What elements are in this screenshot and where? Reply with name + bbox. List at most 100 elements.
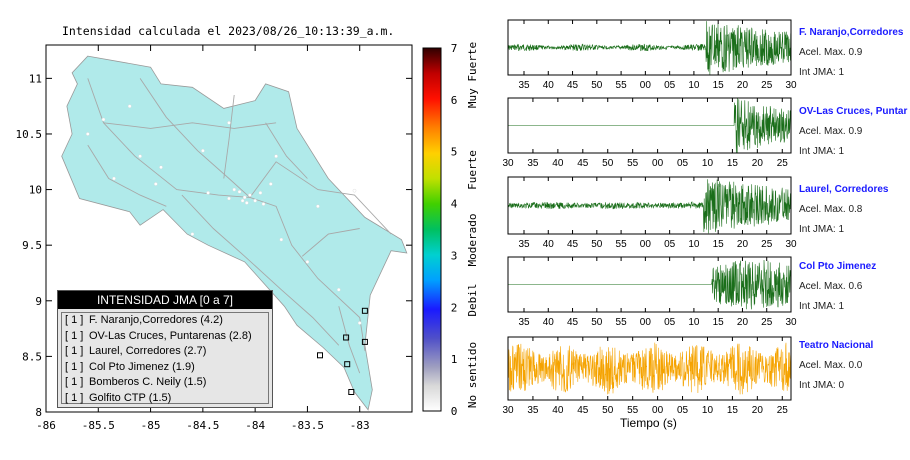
road-line [301, 228, 360, 257]
town-marker [190, 232, 195, 236]
waveform-tick-label: 25 [777, 405, 789, 416]
waveform-tick-label: 35 [527, 158, 539, 169]
waveform-x-axis-label: Tiempo (s) [620, 416, 677, 430]
legend-item: [ 1 ] Laurel, Corredores (2.7) [65, 345, 207, 357]
legend-item: [ 1 ] OV-Las Cruces, Puntarenas (2.8) [65, 329, 252, 342]
waveform-trace [507, 342, 792, 395]
waveform-tick-label: 35 [518, 80, 530, 91]
waveform-tick-label: 45 [567, 317, 579, 328]
waveform-tick-label: 45 [577, 405, 589, 416]
waveform-tick-label: 05 [677, 158, 689, 169]
station-name[interactable]: Teatro Nacional [799, 340, 874, 351]
town-marker [227, 196, 231, 201]
town-marker [154, 182, 158, 186]
station-acel: Acel. Max. 0.0 [799, 360, 863, 371]
town-marker [253, 198, 257, 203]
waveform-tick-label: 40 [552, 158, 564, 169]
town-marker [316, 204, 320, 209]
station-marker [361, 338, 368, 345]
town-marker [352, 188, 357, 193]
town-marker [269, 182, 273, 186]
legend-list: [ 1 ] F. Naranjo,Corredores (4.2) [ 1 ] OV… [61, 312, 269, 404]
waveform-trace [508, 259, 792, 310]
town-marker [232, 187, 236, 192]
waveform-tick-label: 05 [677, 405, 689, 416]
colorbar-tick-label: 3 [451, 249, 458, 262]
waveform-frame [507, 19, 792, 76]
colorbar-category-label: Muy Fuerte [466, 42, 479, 108]
station-int: Int JMA: 1 [799, 146, 845, 157]
legend-item: [ 1 ] Bomberos C. Neily (1.5) [65, 376, 207, 388]
waveform-tick-label: 20 [752, 405, 764, 416]
lon-tick-label: -84 [245, 419, 265, 432]
waveform-tick-label: 35 [518, 239, 530, 250]
colorbar-gradient [422, 47, 442, 412]
waveform-frame [507, 336, 792, 401]
station-name[interactable]: Col Pto Jimenez [799, 261, 877, 272]
lon-tick-label: -83.5 [291, 419, 324, 432]
waveform-tick-label: 55 [616, 80, 628, 91]
legend-item: [ 1 ] Col Pto Jimenez (1.9) [65, 360, 195, 373]
town-marker [305, 260, 310, 264]
town-marker [245, 201, 249, 205]
waveform-tick-label: 25 [761, 317, 773, 328]
station-info: Col Pto Jimenez Acel. Max. 0.6 Int JMA: … [799, 261, 909, 312]
costa-rica-land [61, 55, 408, 411]
waveform-tick-label: 45 [567, 239, 579, 250]
colorbar-tick-label: 0 [451, 405, 458, 418]
town-marker [261, 202, 266, 206]
waveform-tick-label: 50 [591, 317, 603, 328]
waveform-tick-label: 00 [652, 405, 664, 416]
waveform-tick-label: 40 [543, 317, 555, 328]
waveform-tick-label: 30 [785, 80, 797, 91]
colorbar-tick-label: 5 [451, 146, 458, 159]
waveform-tick-label: 25 [777, 158, 789, 169]
waveform-tick-label: 55 [616, 317, 628, 328]
town-marker [138, 154, 142, 158]
station-int: Int JMA: 0 [799, 380, 845, 391]
station-info: OV-Las Cruces, Puntar Acel. Max. 0.9 Int… [799, 106, 909, 157]
station-int: Int JMA: 1 [799, 67, 845, 78]
lon-tick-label: -84.5 [186, 419, 219, 432]
waveform-tick-label: 10 [702, 158, 714, 169]
station-name[interactable]: Laurel, Corredores [799, 184, 889, 195]
waveform-tick-label: 15 [727, 405, 739, 416]
waveform-tick-label: 15 [727, 158, 739, 169]
waveform-tick-label: 20 [737, 80, 749, 91]
waveform-tick-label: 45 [567, 80, 579, 91]
waveform-tick-label: 50 [591, 80, 603, 91]
colorbar-category-label: Debil [466, 283, 479, 316]
waveform-tick-label: 25 [761, 80, 773, 91]
waveform-tick-label: 30 [785, 317, 797, 328]
lat-tick-label: 10.5 [16, 128, 43, 141]
waveform-tick-label: 30 [502, 405, 514, 416]
station-acel: Acel. Max. 0.9 [799, 47, 863, 58]
colorbar-tick-label: 4 [451, 198, 458, 211]
map-title: Intensidad calculada el 2023/08/26_10:13… [62, 24, 395, 38]
town-marker [242, 195, 247, 200]
station-info: Teatro Nacional Acel. Max. 0.0 Int JMA: … [799, 340, 909, 391]
town-marker [227, 121, 231, 125]
town-marker [357, 321, 362, 325]
waveform-tick-label: 20 [752, 158, 764, 169]
waveform-tick-label: 40 [552, 405, 564, 416]
town-marker [274, 154, 278, 158]
waveform-trace [507, 179, 792, 234]
waveform-tick-label: 05 [664, 80, 676, 91]
town-marker [258, 191, 263, 195]
town-marker [237, 190, 242, 194]
town-marker [240, 198, 245, 203]
town-marker [86, 132, 90, 136]
road-line [265, 122, 308, 179]
town-marker [127, 104, 132, 108]
waveform-tick-label: 40 [543, 80, 555, 91]
lat-tick-label: 9 [35, 295, 42, 308]
station-name[interactable]: OV-Las Cruces, Puntar [799, 106, 908, 117]
station-name[interactable]: F. Naranjo,Corredores [799, 27, 904, 38]
station-int: Int JMA: 1 [799, 224, 845, 235]
waveform-tick-label: 00 [652, 158, 664, 169]
waveform-frame [507, 97, 792, 154]
legend-title: INTENSIDAD JMA [0 a 7] [58, 291, 272, 309]
